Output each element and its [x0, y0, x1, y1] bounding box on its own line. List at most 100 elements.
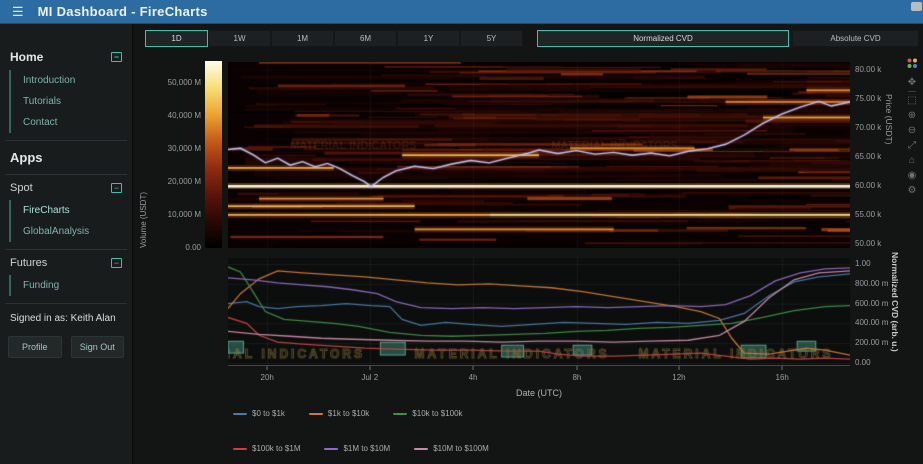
legend-swatch: [233, 447, 247, 450]
cvd-axis-ticks: 1.00 800.00 m 600.00 m 400.00 m 200.00 m…: [855, 260, 901, 367]
zoom-in-icon[interactable]: ⊕: [907, 110, 917, 121]
price-tick: 55.00 k: [855, 210, 882, 219]
chart-modebar: ✥ ⬚ ⊕ ⊖ ⤢ ⌂ ◉ ⚙: [901, 56, 923, 197]
legend-label: $100k to $1M: [252, 444, 301, 453]
price-tick: 80.00 k: [855, 65, 882, 74]
cvd-tick: 1.00: [855, 259, 871, 268]
legend-swatch: [324, 447, 339, 450]
colorbar-axis-title: Volume (USDT): [139, 191, 148, 248]
plotly-logo-icon[interactable]: [906, 56, 918, 74]
cvd-plot[interactable]: [228, 258, 850, 365]
sidebar-item-funding[interactable]: Funding: [23, 280, 60, 291]
navbar: ☰ MI Dashboard - FireCharts: [0, 0, 923, 24]
cvd-tick: 0.00: [855, 357, 871, 367]
divider: [5, 303, 127, 304]
normalized-cvd-button[interactable]: Normalized CVD: [537, 30, 789, 47]
legend-item[interactable]: $0 to $1k: [233, 409, 285, 418]
collapse-icon[interactable]: −: [111, 52, 122, 62]
sidebar: Home − Introduction Tutorials Contact Ap…: [0, 24, 133, 464]
legend-swatch: [233, 412, 247, 415]
legend-label: $0 to $1k: [252, 409, 285, 418]
divider: [5, 140, 127, 141]
price-tick: 50.00 k: [855, 239, 882, 248]
legend-swatch: [308, 412, 323, 415]
x-tick-label: 20h: [260, 373, 274, 382]
heatmap-plot[interactable]: [228, 62, 850, 248]
legend-swatch: [414, 447, 429, 450]
cvd-tick: 200.00 m: [855, 338, 889, 348]
box-select-icon[interactable]: ⬚: [907, 95, 917, 106]
x-tick-mark: [781, 366, 783, 370]
price-tick: 75.00 k: [855, 94, 882, 103]
sign-out-button[interactable]: Sign Out: [70, 336, 124, 358]
range-1d-button[interactable]: 1D: [145, 30, 208, 47]
legend-label: $1M to $10M: [343, 444, 391, 453]
reset-axes-icon[interactable]: ⌂: [908, 155, 916, 166]
main-content: 1D 1W 1M 6M 1Y 5Y Normalized CVD Absolut…: [133, 24, 923, 464]
sidebar-section-home[interactable]: Home: [10, 50, 44, 64]
x-axis-title: Date (UTC): [515, 388, 562, 398]
sidebar-item-introduction[interactable]: Introduction: [23, 75, 76, 86]
scrollbar-thumb[interactable]: [911, 2, 922, 11]
range-1w-button[interactable]: 1W: [208, 30, 271, 47]
sidebar-item-tutorials[interactable]: Tutorials: [23, 96, 61, 107]
legend-swatch: [393, 412, 408, 415]
colorbar-tick: 50,000 M: [167, 78, 201, 87]
zoom-out-icon[interactable]: ⊖: [907, 125, 917, 136]
hamburger-menu-icon[interactable]: ☰: [12, 4, 24, 19]
x-tick-mark: [678, 366, 680, 370]
cvd-canvas[interactable]: [228, 258, 850, 365]
chart-controls: 1D 1W 1M 6M 1Y 5Y Normalized CVD Absolut…: [145, 30, 919, 47]
sidebar-section-apps: Apps: [10, 150, 43, 165]
legend-label: $10k to $100k: [412, 409, 463, 418]
cvd-tick: 800.00 m: [855, 278, 889, 288]
range-1y-button[interactable]: 1Y: [397, 30, 460, 47]
legend-row-1: $0 to $1k $1k to $10k $10k to $100k: [233, 409, 463, 418]
sidebar-item-firecharts[interactable]: FireCharts: [23, 205, 70, 216]
sidebar-item-contact[interactable]: Contact: [23, 117, 58, 128]
legend-item[interactable]: $10M to $100M: [414, 444, 489, 453]
x-tick-mark: [369, 366, 371, 370]
x-tick-mark: [266, 366, 268, 370]
colorbar-tick: 0.00: [185, 243, 201, 252]
divider: [5, 249, 127, 250]
colorbar-ticks: 50,000 M 40,000 M 30,000 M 20,000 M 10,0…: [157, 79, 201, 252]
sidebar-section-futures[interactable]: Futures: [10, 257, 48, 269]
sidebar-section-spot[interactable]: Spot: [10, 182, 33, 194]
profile-button[interactable]: Profile: [8, 336, 62, 358]
x-tick-label: Jul 2: [361, 373, 379, 382]
volume-colorbar: [205, 61, 222, 248]
colorbar-tick: 40,000 M: [167, 111, 201, 120]
collapse-icon[interactable]: −: [111, 258, 122, 268]
range-5y-button[interactable]: 5Y: [460, 30, 523, 47]
range-1m-button[interactable]: 1M: [271, 30, 334, 47]
x-tick-mark: [472, 366, 474, 370]
pan-icon[interactable]: ✥: [907, 77, 917, 92]
colorbar-tick: 10,000 M: [167, 210, 201, 219]
cvd-tick: 600.00 m: [855, 298, 889, 308]
price-tick: 60.00 k: [855, 181, 882, 190]
x-tick-label: 16h: [775, 373, 789, 382]
legend-item[interactable]: $10k to $100k: [393, 409, 463, 418]
app-title: MI Dashboard - FireCharts: [37, 4, 208, 19]
heatmap-canvas[interactable]: [228, 62, 850, 248]
price-tick: 65.00 k: [855, 152, 882, 161]
range-6m-button[interactable]: 6M: [334, 30, 397, 47]
x-tick-label: 4h: [468, 373, 478, 382]
legend-row-2: $100k to $1M $1M to $10M $10M to $100M: [233, 444, 489, 453]
collapse-icon[interactable]: −: [111, 183, 122, 193]
divider: [5, 174, 127, 175]
legend-item[interactable]: $1k to $10k: [308, 409, 369, 418]
time-range-group: 1D 1W 1M 6M 1Y 5Y: [145, 30, 523, 47]
absolute-cvd-button[interactable]: Absolute CVD: [792, 30, 919, 47]
settings-icon[interactable]: ⚙: [907, 185, 917, 196]
price-axis-title: Price (USDT): [884, 94, 894, 145]
legend-item[interactable]: $100k to $1M: [233, 444, 300, 453]
sidebar-item-globalanalysis[interactable]: GlobalAnalysis: [23, 226, 90, 237]
legend-item[interactable]: $1M to $10M: [324, 444, 390, 453]
x-tick-mark: [576, 366, 578, 370]
camera-icon[interactable]: ◉: [907, 170, 917, 181]
autoscale-icon[interactable]: ⤢: [908, 140, 916, 151]
price-axis-ticks: 80.00 k 75.00 k 70.00 k 65.00 k 60.00 k …: [855, 66, 895, 248]
